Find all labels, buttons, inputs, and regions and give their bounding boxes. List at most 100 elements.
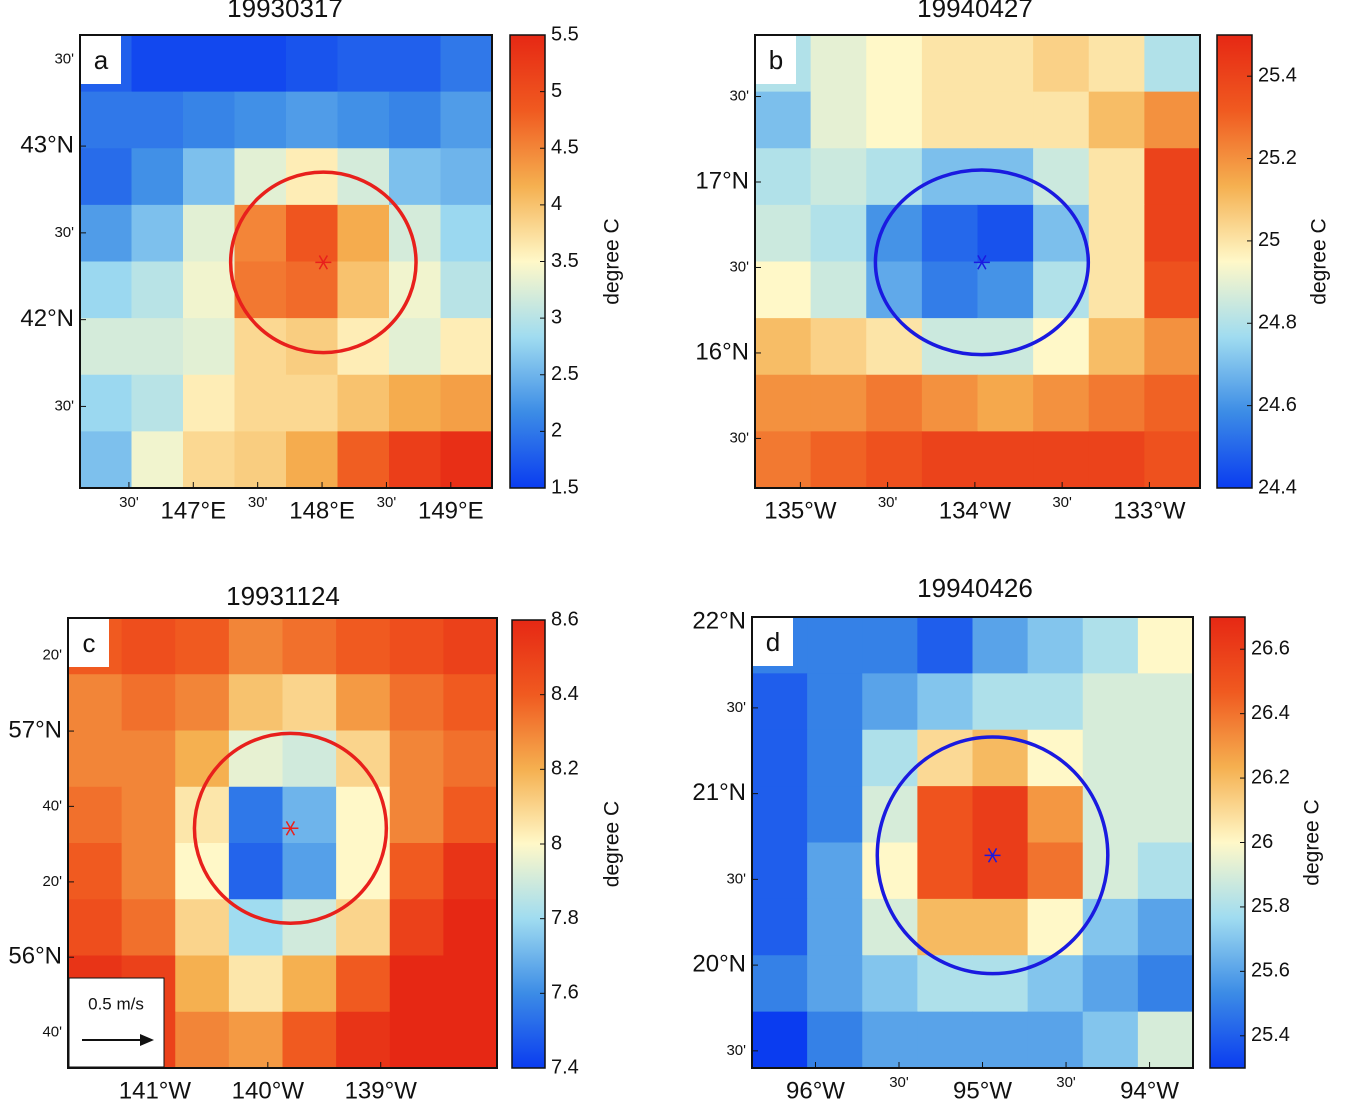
heat-cell — [972, 1011, 1029, 1069]
colorbar-tick-label: 25 — [1258, 229, 1280, 251]
heat-cell — [917, 673, 973, 731]
heat-cell — [68, 899, 123, 956]
heat-cell — [1027, 673, 1084, 731]
heat-cell — [921, 374, 978, 432]
heat-cell — [183, 374, 235, 432]
heat-cell — [1088, 431, 1145, 489]
heat-cell — [443, 843, 498, 900]
heat-cell — [1033, 374, 1090, 432]
heat-cell — [1088, 204, 1145, 262]
heat-cell — [389, 431, 441, 489]
heat-cell — [1144, 431, 1201, 489]
heat-cell — [807, 786, 863, 843]
heat-cell — [337, 35, 390, 93]
colorbar-tick-label: 25.4 — [1251, 1024, 1290, 1046]
heat-cell — [1033, 148, 1090, 206]
y-tick-label: 30' — [54, 397, 74, 414]
heat-cell — [752, 842, 808, 900]
colorbar-tick-label: 8.6 — [551, 608, 579, 630]
heat-cell — [1088, 318, 1145, 376]
heat-cell — [921, 261, 978, 319]
heat-cell — [972, 617, 1029, 674]
heat-cell — [282, 674, 337, 731]
x-tick-label: 133°W — [1113, 497, 1186, 524]
x-tick-label: 30' — [248, 494, 268, 511]
heat-cell — [175, 786, 230, 844]
heat-cell — [443, 618, 498, 675]
heat-cell — [175, 899, 230, 956]
colorbar-tick-label: 7.8 — [551, 907, 579, 929]
heat-cell — [1137, 1011, 1194, 1069]
heat-cell — [286, 204, 338, 262]
heat-cell — [389, 35, 441, 93]
colorbar-tick-label: 24.6 — [1258, 394, 1297, 416]
heat-cell — [1027, 786, 1084, 843]
heat-cell — [755, 148, 812, 206]
y-tick-label: 40' — [42, 797, 62, 814]
scale-label: 0.5 m/s — [88, 994, 144, 1013]
eddy-contour — [875, 735, 1110, 976]
heat-cell — [752, 729, 808, 787]
heat-cell — [807, 617, 863, 674]
heat-cell — [755, 91, 812, 149]
heat-cell — [121, 674, 176, 731]
heat-cell — [752, 786, 808, 843]
heat-cell — [1144, 318, 1201, 376]
heat-cell — [1033, 35, 1090, 93]
colorbar-tick-label: 4.5 — [551, 137, 579, 159]
y-tick-label: 16°N — [695, 338, 749, 365]
heat-cell — [866, 148, 923, 206]
heat-cell — [228, 618, 283, 675]
panel-title: 19940426 — [917, 573, 1033, 603]
heat-cell — [337, 374, 390, 432]
heat-cell — [80, 261, 132, 319]
heat-cell — [440, 431, 493, 489]
colorbar — [1209, 616, 1246, 1069]
heat-cell — [1144, 148, 1201, 206]
heat-cell — [917, 617, 973, 674]
heat-cell — [228, 955, 283, 1013]
heat-cell — [755, 204, 812, 262]
x-tick-label: 30' — [119, 494, 139, 511]
y-tick-label: 20' — [42, 873, 62, 890]
heat-cell — [80, 148, 132, 206]
plot-frame — [754, 34, 1201, 489]
heat-cell — [862, 955, 918, 1013]
heat-cell — [862, 673, 918, 731]
panel-label-box — [69, 619, 109, 667]
colorbar-tick-label: 5 — [551, 80, 562, 102]
colorbar-tick-label: 8.2 — [551, 758, 579, 780]
heat-cell — [389, 955, 444, 1013]
colorbar-tick-label: 25.4 — [1258, 64, 1297, 86]
x-tick-label: 30' — [889, 1074, 909, 1091]
heat-cell — [752, 1011, 808, 1069]
heat-cell — [1082, 617, 1139, 674]
heat-cell — [282, 730, 337, 788]
colorbar-tick-label: 25.8 — [1251, 895, 1290, 917]
heat-cell — [337, 148, 390, 206]
heat-cell — [1027, 898, 1084, 956]
heat-cell — [175, 674, 230, 731]
y-tick-label: 30' — [726, 1042, 746, 1059]
heat-cell — [228, 843, 283, 900]
eddy-contour — [192, 731, 389, 926]
panel-label-box — [753, 618, 793, 666]
heat-cell — [68, 730, 123, 788]
star-stroke — [987, 848, 998, 863]
heat-cell — [1144, 91, 1201, 149]
heat-cell — [1137, 786, 1194, 843]
heat-cell — [131, 148, 184, 206]
y-tick-label: 30' — [729, 88, 749, 105]
heat-cell — [175, 955, 230, 1013]
colorbar — [509, 34, 546, 489]
heat-cell — [866, 374, 923, 432]
heat-cell — [1088, 91, 1145, 149]
heat-cell — [234, 374, 287, 432]
heat-cell — [810, 318, 867, 376]
x-tick-label: 140°W — [232, 1077, 305, 1099]
y-tick-label: 30' — [729, 258, 749, 275]
colorbar-tick-label: 7.6 — [551, 982, 579, 1004]
heat-cell — [183, 318, 235, 376]
eddy-contour — [228, 170, 418, 355]
heat-cell — [389, 148, 441, 206]
